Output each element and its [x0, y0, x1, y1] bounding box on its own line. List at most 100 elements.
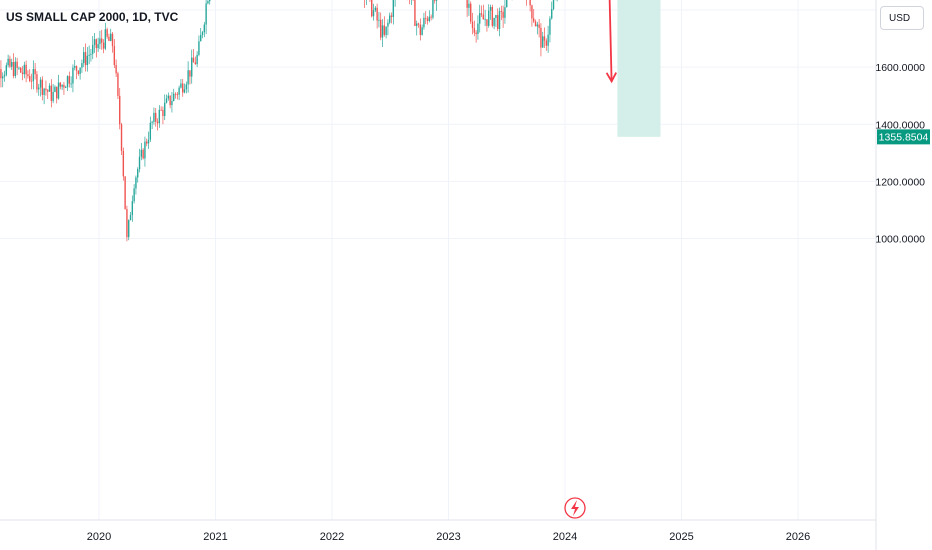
- candle-body: [137, 169, 139, 178]
- candle-body: [2, 76, 4, 79]
- candle-body: [61, 84, 63, 87]
- candle-body: [376, 7, 378, 21]
- candle-body: [380, 19, 382, 38]
- candle-body: [90, 53, 92, 55]
- currency-button[interactable]: USD: [880, 6, 924, 30]
- candle-body: [538, 24, 540, 28]
- candle-body: [486, 19, 488, 26]
- time-axis[interactable]: 2020 2021 2022 2023 2024 2025 2026: [0, 519, 876, 543]
- price-tag: [877, 129, 930, 145]
- candle-body: [68, 76, 71, 84]
- candle-body: [151, 121, 153, 123]
- candle-body: [23, 64, 26, 75]
- candle-body: [92, 44, 94, 54]
- candle-body: [158, 109, 161, 124]
- candle-body: [27, 74, 29, 77]
- candle-body: [149, 122, 152, 140]
- candle-body: [79, 67, 81, 74]
- candle-body: [480, 13, 483, 15]
- candle-body: [174, 93, 177, 95]
- time-tick-label: 2026: [786, 531, 810, 543]
- candle-body: [389, 15, 391, 23]
- candle-body: [25, 64, 27, 75]
- candle-body: [140, 149, 143, 157]
- candle-body: [479, 13, 481, 24]
- candle-body: [43, 88, 45, 95]
- candle-body: [75, 66, 78, 71]
- candle-body: [59, 82, 62, 87]
- candle-body: [435, 0, 438, 1]
- candle-body: [495, 15, 497, 18]
- candle-body: [484, 19, 486, 21]
- price-tag-label: 1355.8504: [879, 131, 929, 143]
- candle-body: [468, 3, 470, 8]
- candle-body: [74, 66, 76, 68]
- candle-body: [77, 70, 80, 74]
- candle-body: [173, 93, 175, 101]
- candle-body: [12, 62, 15, 77]
- chart-title: US SMALL CAP 2000, 1D, TVC: [6, 10, 179, 24]
- candle-body: [72, 67, 74, 84]
- candle-body: [533, 18, 535, 22]
- candle-body: [198, 41, 200, 55]
- candle-body: [115, 65, 117, 74]
- candle-body: [30, 80, 33, 82]
- lower-projection-arrow-head: [605, 72, 617, 84]
- candle-body: [182, 83, 184, 93]
- candle-body: [387, 22, 389, 27]
- candle-body: [88, 54, 90, 56]
- candle-body: [371, 0, 373, 17]
- time-tick-label: 2023: [436, 531, 460, 543]
- candle-body: [500, 11, 503, 12]
- candle-body: [38, 87, 40, 90]
- candle-body: [545, 40, 548, 46]
- candle-body: [180, 83, 182, 88]
- candle-body: [41, 79, 44, 95]
- candle-body: [529, 0, 531, 6]
- candle-body: [32, 69, 35, 82]
- candle-body: [0, 69, 2, 79]
- candle-body: [97, 44, 99, 49]
- candle-body: [119, 95, 121, 125]
- candle-body: [540, 27, 542, 48]
- position-zones: [617, 0, 661, 137]
- candle-body: [133, 188, 135, 202]
- candle-body: [423, 17, 425, 28]
- candle-body: [205, 3, 207, 25]
- candle-body: [165, 98, 168, 103]
- candle-body: [101, 38, 103, 43]
- candle-body: [502, 11, 504, 18]
- candle-body: [93, 39, 96, 45]
- candle-body: [381, 25, 384, 38]
- candle-body: [203, 24, 206, 33]
- candle-body: [171, 100, 173, 106]
- time-tick-label: 2024: [553, 531, 577, 543]
- time-tick-label: 2020: [87, 531, 111, 543]
- candle-body: [14, 61, 17, 77]
- candle-body: [488, 10, 490, 26]
- lightning-icon[interactable]: [564, 497, 586, 519]
- candle-body: [122, 150, 125, 177]
- candle-body: [552, 0, 555, 10]
- candle-body: [547, 34, 549, 46]
- candle-body: [417, 23, 420, 25]
- candle-body: [169, 95, 171, 106]
- candle-body: [426, 18, 429, 21]
- candle-body: [63, 84, 65, 88]
- candle-body: [45, 88, 47, 91]
- candle-body: [392, 0, 395, 17]
- price-axis[interactable]: 2400.00002200.00001600.00001400.00001200…: [875, 0, 932, 550]
- candle-body: [482, 14, 485, 20]
- price-tick-label: 1600.0000: [875, 62, 925, 74]
- candle-body: [110, 33, 112, 41]
- candle-body: [162, 109, 164, 117]
- candle-body: [374, 7, 377, 11]
- candle-body: [144, 141, 146, 159]
- candle-body: [187, 70, 189, 85]
- candle-body: [164, 102, 166, 117]
- candles: [0, 0, 558, 242]
- candle-body: [104, 29, 107, 49]
- candle-body: [543, 36, 546, 41]
- candle-body: [120, 124, 123, 151]
